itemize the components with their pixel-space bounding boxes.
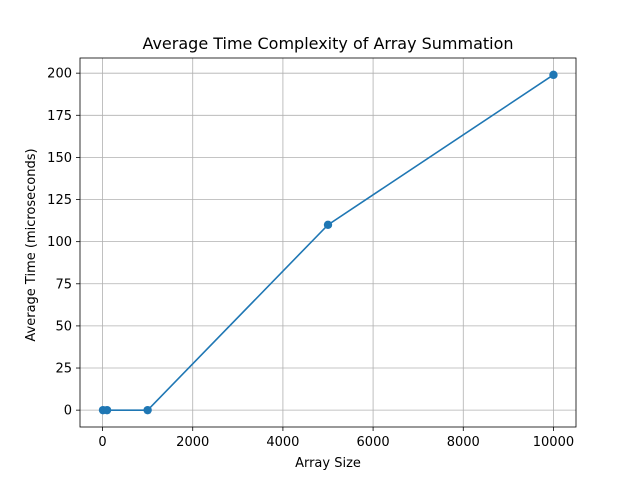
x-tick-label: 10000 [533, 435, 574, 450]
data-point [143, 405, 152, 415]
x-tick-label: 2000 [176, 435, 209, 450]
y-tick-label: 200 [47, 67, 72, 82]
y-tick-label: 75 [55, 277, 72, 292]
axes [79, 57, 577, 428]
y-ticks: 0 25 50 75 100 125 150 175 200 [47, 67, 80, 419]
chart-title: Average Time Complexity of Array Summati… [142, 34, 513, 53]
data-point [549, 70, 558, 80]
plot-frame [79, 57, 577, 428]
x-tick-label: 8000 [447, 435, 480, 450]
x-axis-label: Array Size [295, 456, 361, 471]
x-tick-label: 6000 [357, 435, 390, 450]
x-tick-label: 0 [98, 435, 106, 450]
y-tick-label: 0 [64, 404, 72, 419]
y-tick-label: 50 [55, 319, 72, 334]
data-point [323, 220, 333, 230]
x-tick-label: 4000 [266, 435, 299, 450]
y-tick-label: 150 [47, 151, 72, 166]
y-tick-label: 25 [55, 362, 72, 377]
y-tick-label: 175 [47, 109, 72, 124]
y-tick-label: 125 [47, 193, 72, 208]
data-point [102, 405, 112, 415]
y-tick-label: 100 [47, 235, 72, 250]
x-ticks: 0 2000 4000 6000 8000 10000 [98, 427, 574, 450]
series [98, 70, 558, 415]
y-axis-label: Average Time (microseconds) [24, 148, 39, 341]
